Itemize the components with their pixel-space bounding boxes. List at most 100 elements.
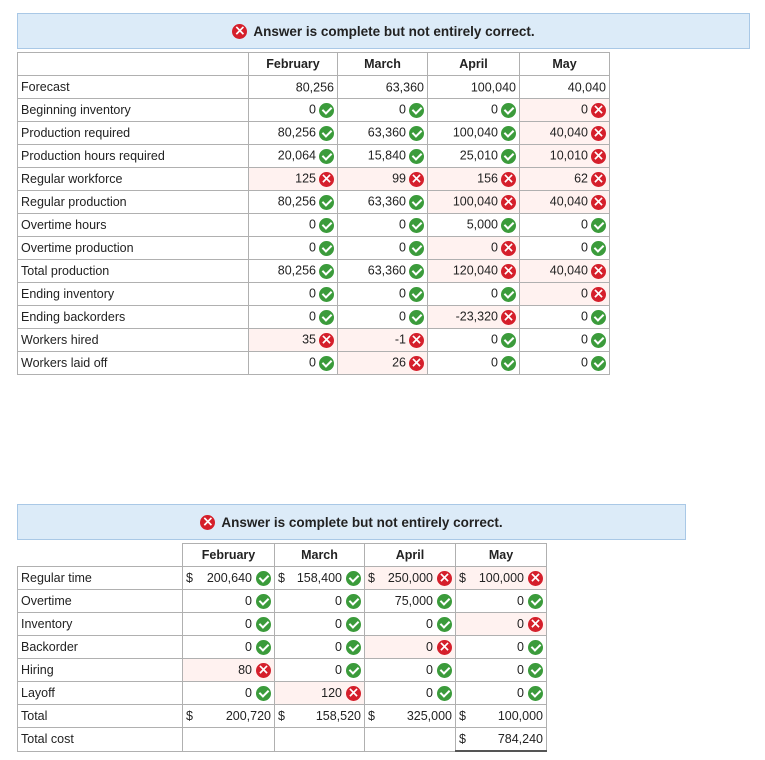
cost-cell[interactable]: 0 [274, 658, 365, 682]
answer-cell[interactable]: 5,000 [427, 213, 520, 237]
correct-check-icon [501, 286, 516, 302]
cost-cell[interactable]: $158,400 [274, 566, 365, 590]
answer-cell[interactable]: 0 [427, 282, 520, 306]
cell-value: 20,064 [277, 149, 316, 164]
cell-value: 0 [581, 356, 588, 371]
answer-cell[interactable]: 0 [248, 305, 338, 329]
cost-cell[interactable]: 0 [364, 612, 456, 636]
answer-cell[interactable]: 120,040 [427, 259, 520, 283]
answer-cell[interactable]: 100,040 [427, 190, 520, 214]
answer-cell[interactable]: 0 [519, 213, 610, 237]
answer-cell[interactable]: 26 [337, 351, 428, 375]
answer-cell[interactable]: 0 [427, 351, 520, 375]
answer-cell[interactable]: 15,840 [337, 144, 428, 168]
answer-cell[interactable]: 156 [427, 167, 520, 191]
answer-cell[interactable]: 40,040 [519, 190, 610, 214]
cost-cell[interactable]: 0 [274, 635, 365, 659]
answer-cell[interactable]: 0 [337, 98, 428, 122]
cost-cell[interactable]: 0 [182, 612, 275, 636]
answer-cell[interactable]: 0 [519, 98, 610, 122]
answer-cell[interactable]: 0 [519, 236, 610, 260]
answer-cell[interactable]: 0 [337, 236, 428, 260]
answer-cell[interactable]: 0 [248, 236, 338, 260]
answer-cell[interactable]: 40,040 [519, 259, 610, 283]
answer-cell[interactable]: 35 [248, 328, 338, 352]
answer-cell[interactable]: 0 [337, 305, 428, 329]
empty-cell [182, 727, 275, 752]
answer-cell[interactable]: -1 [337, 328, 428, 352]
answer-cell[interactable]: 0 [519, 305, 610, 329]
answer-cell[interactable]: 20,064 [248, 144, 338, 168]
currency-symbol: $ [278, 709, 285, 723]
answer-cell[interactable]: 0 [427, 98, 520, 122]
answer-cell[interactable]: 0 [427, 236, 520, 260]
cell-value: -1 [394, 333, 406, 348]
answer-cell[interactable]: 0 [337, 213, 428, 237]
cost-cell[interactable]: $200,640 [182, 566, 275, 590]
cost-cell[interactable]: 0 [364, 635, 456, 659]
answer-cell[interactable]: 99 [337, 167, 428, 191]
correct-check-icon [319, 102, 334, 118]
cell-value: 0 [491, 356, 498, 371]
answer-cell[interactable]: 10,010 [519, 144, 610, 168]
answer-cell[interactable]: 0 [248, 98, 338, 122]
cost-cell[interactable]: 80 [182, 658, 275, 682]
cost-cell[interactable]: 0 [274, 589, 365, 613]
answer-cell[interactable]: 100,040 [427, 121, 520, 145]
cell-value: 0 [309, 287, 316, 302]
answer-cell[interactable]: 63,360 [337, 259, 428, 283]
incorrect-x-icon [256, 662, 271, 678]
cost-cell[interactable]: 120 [274, 681, 365, 705]
cost-cell[interactable]: $100,000 [455, 566, 547, 590]
answer-cell[interactable]: 25,010 [427, 144, 520, 168]
error-icon [232, 23, 248, 39]
correct-check-icon [319, 125, 334, 141]
currency-symbol: $ [459, 709, 466, 723]
cell-content: 0 [459, 639, 543, 655]
cost-cell[interactable]: 75,000 [364, 589, 456, 613]
answer-cell[interactable]: 0 [248, 213, 338, 237]
correct-check-icon [319, 309, 334, 325]
answer-cell[interactable]: 0 [248, 351, 338, 375]
answer-cell[interactable]: 0 [519, 328, 610, 352]
cell-value: 125 [295, 172, 316, 187]
answer-cell[interactable]: 0 [427, 328, 520, 352]
answer-cell[interactable]: 0 [248, 282, 338, 306]
cost-cell[interactable]: $250,000 [364, 566, 456, 590]
cell-value: 100,040 [452, 195, 498, 210]
cost-cell[interactable]: 0 [455, 612, 547, 636]
answer-cell[interactable]: 80,256 [248, 121, 338, 145]
answer-cell[interactable]: 0 [519, 282, 610, 306]
cost-cell[interactable]: 0 [455, 589, 547, 613]
cost-cell[interactable]: 0 [182, 635, 275, 659]
row-label: Forecast [17, 75, 249, 99]
answer-cell[interactable]: 0 [519, 351, 610, 375]
cost-cell[interactable]: 0 [274, 612, 365, 636]
cost-cell[interactable]: 0 [182, 681, 275, 705]
answer-cell[interactable]: 40,040 [519, 121, 610, 145]
cell-value: 0 [517, 686, 524, 700]
correct-check-icon [409, 217, 424, 233]
cell-value: 0 [581, 287, 588, 302]
cost-cell[interactable]: 0 [364, 658, 456, 682]
cell-value: 158,400 [296, 571, 342, 585]
answer-cell[interactable]: 63,360 [337, 190, 428, 214]
cell-value: 0 [335, 640, 342, 654]
answer-cell[interactable]: 63,360 [337, 121, 428, 145]
answer-cell[interactable]: 0 [337, 282, 428, 306]
answer-cell[interactable]: 80,256 [248, 259, 338, 283]
cost-cell[interactable]: 0 [455, 635, 547, 659]
cost-table: February March April May Regular time $20… [17, 543, 547, 752]
correct-check-icon [319, 240, 334, 256]
correct-check-icon [501, 125, 516, 141]
cost-cell[interactable]: 0 [455, 681, 547, 705]
answer-cell[interactable]: 62 [519, 167, 610, 191]
incorrect-x-icon [319, 171, 334, 187]
answer-cell[interactable]: 125 [248, 167, 338, 191]
cost-cell[interactable]: 0 [455, 658, 547, 682]
cost-cell[interactable]: 0 [182, 589, 275, 613]
cost-cell[interactable]: 0 [364, 681, 456, 705]
cell-value: 0 [309, 356, 316, 371]
answer-cell[interactable]: -23,320 [427, 305, 520, 329]
answer-cell[interactable]: 80,256 [248, 190, 338, 214]
